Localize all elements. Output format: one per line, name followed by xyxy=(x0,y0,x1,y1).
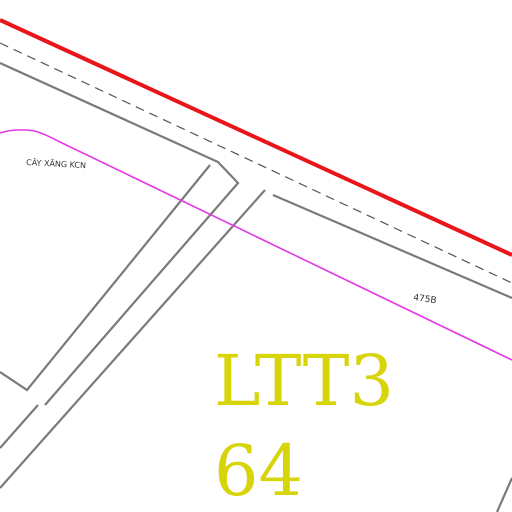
road-edge-diagonal-left xyxy=(0,164,211,392)
road-edge-right-main xyxy=(272,193,512,300)
lot-code-label: LTT3 xyxy=(214,340,394,422)
lot-number-label: 475B xyxy=(413,293,438,306)
road-name-label: CÂY XĂNG KCN xyxy=(26,156,86,170)
road-edge-upper-left xyxy=(0,61,240,406)
road-edge-lower-left xyxy=(0,404,39,449)
red-boundary-line xyxy=(0,18,512,257)
road-edge-lower-right xyxy=(495,477,512,512)
road-edge-junction-down xyxy=(0,189,266,489)
dashed-road-centerline xyxy=(0,42,512,284)
magenta-property-line xyxy=(0,129,512,361)
lot-sub-code-label: 64 xyxy=(214,430,303,512)
road-edges xyxy=(0,61,512,512)
